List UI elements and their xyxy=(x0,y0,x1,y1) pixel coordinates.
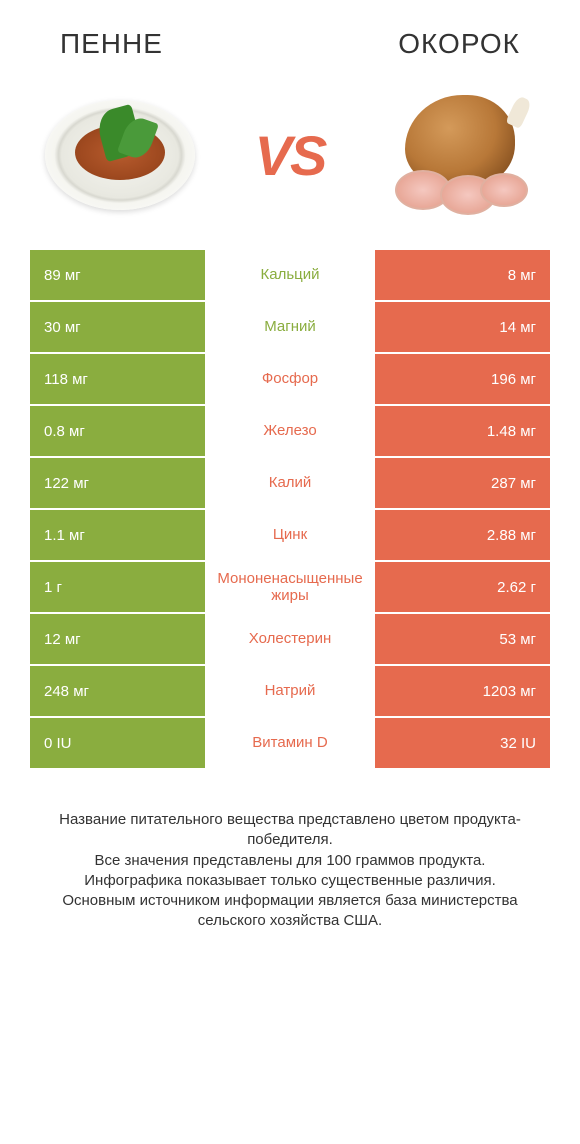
value-right: 287 мг xyxy=(375,458,550,508)
table-row: 248 мгНатрий1203 мг xyxy=(30,666,550,718)
table-row: 89 мгКальций8 мг xyxy=(30,250,550,302)
nutrient-label: Фосфор xyxy=(205,354,375,404)
value-right: 2.62 г xyxy=(375,562,550,612)
footer-line: Название питательного вещества представл… xyxy=(30,810,550,851)
nutrient-label: Железо xyxy=(205,406,375,456)
food-image-right xyxy=(380,90,540,220)
nutrient-label: Витамин D xyxy=(205,718,375,768)
value-right: 1.48 мг xyxy=(375,406,550,456)
footer-line: Основным источником информации является … xyxy=(30,891,550,932)
value-right: 14 мг xyxy=(375,302,550,352)
vs-row: VS xyxy=(0,70,580,250)
table-row: 1.1 мгЦинк2.88 мг xyxy=(30,510,550,562)
nutrient-label: Цинк xyxy=(205,510,375,560)
title-right: ОКОРОК xyxy=(398,28,520,60)
table-row: 118 мгФосфор196 мг xyxy=(30,354,550,406)
value-right: 53 мг xyxy=(375,614,550,664)
nutrient-label: Мононенасыщенные жиры xyxy=(205,562,375,612)
table-row: 30 мгМагний14 мг xyxy=(30,302,550,354)
value-right: 32 IU xyxy=(375,718,550,768)
comparison-table: 89 мгКальций8 мг30 мгМагний14 мг118 мгФо… xyxy=(0,250,580,770)
value-left: 0.8 мг xyxy=(30,406,205,456)
value-left: 89 мг xyxy=(30,250,205,300)
value-left: 0 IU xyxy=(30,718,205,768)
food-image-left xyxy=(40,90,200,220)
vs-label: VS xyxy=(255,123,326,188)
nutrient-label: Холестерин xyxy=(205,614,375,664)
value-left: 122 мг xyxy=(30,458,205,508)
nutrient-label: Натрий xyxy=(205,666,375,716)
footer-line: Инфографика показывает только существенн… xyxy=(30,871,550,891)
nutrient-label: Калий xyxy=(205,458,375,508)
value-left: 1 г xyxy=(30,562,205,612)
title-left: ПЕННЕ xyxy=(60,28,163,60)
value-left: 248 мг xyxy=(30,666,205,716)
value-right: 2.88 мг xyxy=(375,510,550,560)
footer-note: Название питательного вещества представл… xyxy=(0,770,580,932)
value-right: 1203 мг xyxy=(375,666,550,716)
value-right: 8 мг xyxy=(375,250,550,300)
nutrient-label: Магний xyxy=(205,302,375,352)
table-row: 122 мгКалий287 мг xyxy=(30,458,550,510)
table-row: 12 мгХолестерин53 мг xyxy=(30,614,550,666)
value-left: 12 мг xyxy=(30,614,205,664)
footer-line: Все значения представлены для 100 граммо… xyxy=(30,851,550,871)
table-row: 0.8 мгЖелезо1.48 мг xyxy=(30,406,550,458)
value-left: 30 мг xyxy=(30,302,205,352)
value-right: 196 мг xyxy=(375,354,550,404)
value-left: 118 мг xyxy=(30,354,205,404)
value-left: 1.1 мг xyxy=(30,510,205,560)
nutrient-label: Кальций xyxy=(205,250,375,300)
header: ПЕННЕ ОКОРОК xyxy=(0,0,580,70)
table-row: 1 гМононенасыщенные жиры2.62 г xyxy=(30,562,550,614)
table-row: 0 IUВитамин D32 IU xyxy=(30,718,550,770)
